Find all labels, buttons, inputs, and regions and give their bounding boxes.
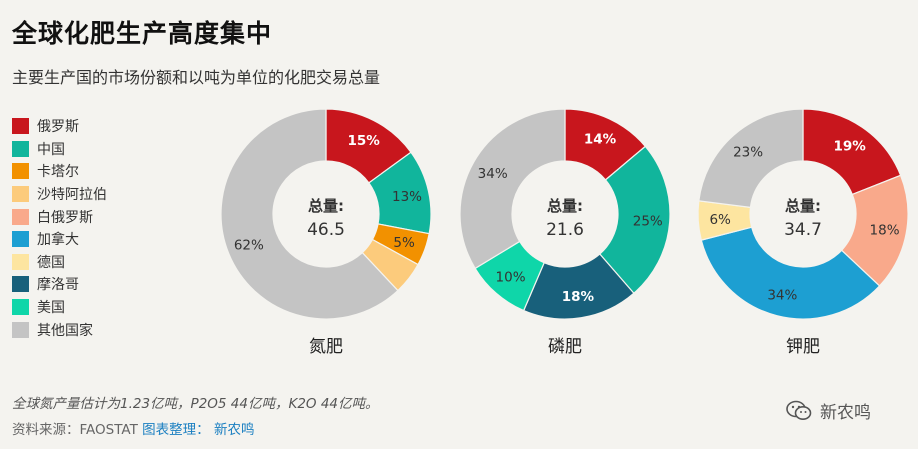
legend-item: 其他国家 <box>12 318 107 341</box>
legend-label: 美国 <box>37 300 65 317</box>
legend-item: 卡塔尔 <box>12 160 107 183</box>
legend-label: 中国 <box>37 141 65 158</box>
donut-chart: 19% 18% 34% 6% 23% 总量: 34.7 钾肥 <box>697 108 909 357</box>
footnote: 全球氮产量估计为1.23亿吨，P2O5 44亿吨，K2O 44亿吨。 <box>12 396 379 412</box>
slice-label: 34% <box>767 287 797 303</box>
slice-label: 10% <box>496 270 526 286</box>
legend-swatch <box>12 186 29 203</box>
slice-label: 5% <box>393 235 415 251</box>
legend: 俄罗斯 中国 卡塔尔 沙特阿拉伯 白俄罗斯 加拿大 德国 摩洛哥 美国 其他国家 <box>12 115 107 341</box>
legend-swatch <box>12 208 29 225</box>
chart-subtitle: 主要生产国的市场份额和以吨为单位的化肥交易总量 <box>12 68 381 87</box>
watermark: 新农鸣 <box>786 398 871 423</box>
slice-label: 23% <box>733 145 763 161</box>
slice-label: 62% <box>234 238 264 254</box>
legend-swatch <box>12 231 29 248</box>
donut-chart: 15% 13% 5% 62% 总量: 46.5 氮肥 <box>220 108 432 357</box>
legend-item: 美国 <box>12 296 107 319</box>
slice-label: 15% <box>348 133 381 149</box>
chart-name: 磷肥 <box>548 337 582 357</box>
legend-label: 其他国家 <box>37 322 93 339</box>
total-value: 34.7 <box>784 220 822 240</box>
chart-title: 全球化肥生产高度集中 <box>12 19 273 48</box>
total-label: 总量: <box>547 197 583 215</box>
slice-label: 14% <box>584 132 617 148</box>
chart-name: 钾肥 <box>786 337 820 357</box>
wechat-icon <box>786 400 812 420</box>
slice-label: 18% <box>870 223 900 239</box>
legend-label: 卡塔尔 <box>37 164 79 181</box>
watermark-text: 新农鸣 <box>820 403 871 423</box>
legend-label: 沙特阿拉伯 <box>37 187 107 204</box>
legend-swatch <box>12 321 29 338</box>
donut-slice <box>698 108 804 209</box>
legend-item: 沙特阿拉伯 <box>12 183 107 206</box>
legend-item: 德国 <box>12 251 107 274</box>
total-label: 总量: <box>785 197 821 215</box>
donut-hole <box>750 161 856 267</box>
legend-label: 加拿大 <box>37 232 79 249</box>
legend-swatch <box>12 163 29 180</box>
legend-item: 中国 <box>12 138 107 161</box>
total-label: 总量: <box>308 197 344 215</box>
legend-swatch <box>12 118 29 135</box>
donut-slice <box>598 145 671 295</box>
donut-hole <box>512 161 618 267</box>
slice-label: 6% <box>709 212 731 228</box>
legend-swatch <box>12 140 29 157</box>
slice-label: 19% <box>833 138 866 154</box>
legend-swatch <box>12 299 29 316</box>
total-value: 21.6 <box>546 220 584 240</box>
legend-item: 摩洛哥 <box>12 273 107 296</box>
legend-swatch <box>12 253 29 270</box>
source-line: 资料来源：FAOSTAT 图表整理： 新农鸣 <box>12 418 254 438</box>
legend-item: 加拿大 <box>12 228 107 251</box>
legend-label: 德国 <box>37 254 65 271</box>
legend-item: 白俄罗斯 <box>12 205 107 228</box>
total-value: 46.5 <box>307 220 345 240</box>
donut-slice <box>220 108 399 320</box>
source-text: 资料来源：FAOSTAT <box>12 422 143 438</box>
donut-slice <box>700 226 881 320</box>
slice-label: 25% <box>633 213 663 229</box>
slice-label: 18% <box>562 289 595 305</box>
legend-label: 摩洛哥 <box>37 277 79 294</box>
legend-item: 俄罗斯 <box>12 115 107 138</box>
slice-label: 34% <box>478 166 508 182</box>
source-credit: 图表整理： 新农鸣 <box>142 422 255 438</box>
donut-hole <box>273 161 379 267</box>
donut-slice <box>459 108 566 270</box>
legend-label: 白俄罗斯 <box>37 209 93 226</box>
legend-swatch <box>12 276 29 293</box>
chart-name: 氮肥 <box>309 337 343 357</box>
legend-label: 俄罗斯 <box>37 119 79 136</box>
slice-label: 13% <box>392 189 422 205</box>
donut-chart: 14% 25% 18% 10% 34% 总量: 21.6 磷肥 <box>459 108 671 357</box>
